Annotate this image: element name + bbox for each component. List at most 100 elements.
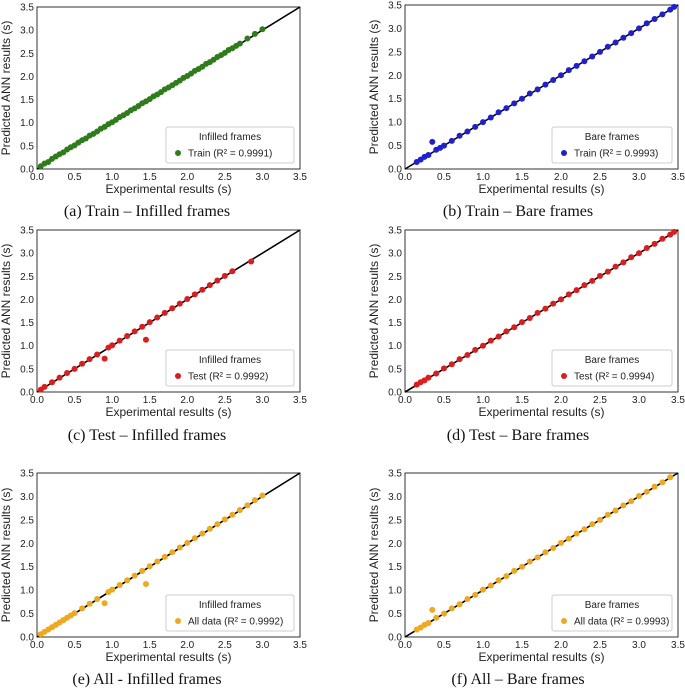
y-tick-label: 2.5 — [20, 515, 34, 526]
data-point — [441, 142, 447, 149]
x-axis-title: Experimental results (s) — [478, 405, 604, 419]
data-point — [503, 105, 510, 112]
data-point — [565, 67, 572, 74]
x-tick-label: 0.5 — [68, 172, 82, 183]
data-point — [429, 138, 436, 145]
x-tick-label: 2.0 — [554, 172, 568, 183]
x-tick-label: 2.5 — [218, 640, 232, 651]
y-axis-title: Predicted ANN results (s) — [0, 244, 13, 379]
data-point — [487, 114, 494, 121]
y-axis-title: Predicted ANN results (s) — [367, 20, 381, 155]
data-point — [636, 25, 642, 32]
data-point — [244, 502, 251, 509]
y-tick-label: 0.5 — [388, 364, 402, 375]
data-point — [511, 567, 518, 574]
y-tick-label: 3.0 — [20, 26, 34, 37]
data-point — [251, 30, 258, 37]
y-tick-label: 3.0 — [388, 249, 402, 260]
data-point — [487, 582, 494, 589]
data-point — [519, 319, 525, 326]
data-point — [472, 123, 479, 130]
data-point — [558, 72, 564, 79]
data-point — [131, 572, 138, 579]
x-tick-label: 2.5 — [218, 395, 232, 406]
y-tick-label: 2.5 — [20, 272, 34, 283]
y-tick-label: 1.0 — [388, 118, 402, 129]
y-tick-label: 1.5 — [388, 318, 402, 329]
x-tick-label: 0.0 — [30, 395, 44, 406]
x-tick-label: 2.0 — [554, 395, 568, 406]
y-tick-label: 2.0 — [388, 71, 402, 82]
data-point — [448, 605, 455, 612]
data-point — [612, 263, 619, 270]
x-tick-label: 1.0 — [476, 172, 490, 183]
panel-caption: (f) All – Bare frames — [451, 671, 584, 688]
data-point — [221, 272, 228, 279]
y-tick-label: 0.0 — [388, 388, 402, 399]
y-axis-title: Predicted ANN results (s) — [367, 488, 381, 623]
x-tick-label: 3.0 — [632, 395, 646, 406]
x-tick-label: 2.5 — [218, 172, 232, 183]
x-tick-label: 2.0 — [180, 640, 194, 651]
data-point — [612, 39, 619, 46]
data-point — [86, 600, 93, 607]
x-tick-label: 0.0 — [398, 395, 412, 406]
data-point — [116, 581, 123, 588]
y-tick-label: 0.0 — [20, 388, 34, 399]
x-tick-label: 2.5 — [593, 640, 607, 651]
x-tick-label: 1.5 — [143, 395, 157, 406]
data-point — [251, 497, 258, 504]
legend-marker — [175, 150, 181, 156]
data-point — [550, 544, 557, 551]
data-point — [94, 596, 101, 603]
panel-caption: (a) Train – Infilled frames — [64, 203, 230, 220]
y-tick-label: 3.5 — [20, 226, 34, 237]
data-point — [581, 282, 588, 289]
legend-label: Test (R² = 0.9992) — [188, 372, 268, 383]
data-point — [472, 346, 479, 353]
y-tick-label: 3.5 — [388, 226, 402, 237]
data-point — [259, 492, 266, 499]
x-tick-label: 0.5 — [68, 395, 82, 406]
data-point — [94, 351, 101, 358]
x-tick-label: 3.5 — [293, 640, 307, 651]
data-point — [651, 240, 658, 247]
data-point — [199, 286, 206, 293]
y-tick-label: 2.5 — [388, 515, 402, 526]
y-tick-label: 1.5 — [20, 562, 34, 573]
panel-caption: (e) All - Infilled frames — [72, 671, 221, 688]
panel-caption: (b) Train – Bare frames — [443, 203, 593, 220]
y-tick-label: 3.5 — [388, 469, 402, 480]
data-point — [667, 474, 674, 481]
chart-panel-0: 0.00.0 0.5 0.5 1.0 1.0 1.5 1.5 2.0 2.0 2.5 2.5 3.0 3… — [0, 3, 307, 221]
data-point — [236, 40, 243, 47]
y-tick-label: 3.5 — [20, 469, 34, 480]
data-point — [41, 383, 48, 390]
data-point — [101, 600, 108, 607]
data-point — [191, 291, 198, 298]
chart-panel-2: 0.00.0 0.5 0.5 1.0 1.0 1.5 1.5 2.0 2.0 2.5 2.5 3.0 3… — [0, 226, 307, 445]
data-point — [214, 277, 221, 284]
x-axis-title: Experimental results (s) — [105, 405, 231, 419]
x-tick-label: 2.0 — [180, 395, 194, 406]
legend-box — [165, 349, 295, 387]
x-tick-label: 0.5 — [437, 640, 451, 651]
data-point — [161, 553, 168, 560]
data-point — [441, 610, 447, 617]
x-tick-label: 1.5 — [515, 395, 529, 406]
data-point — [628, 498, 635, 505]
data-point — [636, 492, 642, 499]
chart-panel-3: 0.00.0 0.5 0.5 1.0 1.0 1.5 1.5 2.0 2.0 2.5 2.5 3.0 3… — [367, 226, 685, 445]
data-point — [425, 619, 432, 626]
y-axis-title: Predicted ANN results (s) — [0, 488, 13, 623]
y-tick-label: 2.0 — [20, 72, 34, 83]
data-point — [229, 268, 236, 275]
chart-panel-4: 0.00.0 0.5 0.5 1.0 1.0 1.5 1.5 2.0 2.0 2.5 2.5 3.0 3… — [0, 469, 307, 689]
data-point — [636, 250, 642, 257]
y-tick-label: 1.0 — [20, 118, 34, 129]
legend-title: Infilled frames — [199, 355, 261, 366]
panel-caption: (d) Test – Bare frames — [447, 427, 590, 444]
y-tick-label: 1.5 — [388, 94, 402, 105]
data-point — [429, 606, 436, 613]
legend-title: Bare frames — [585, 355, 639, 366]
